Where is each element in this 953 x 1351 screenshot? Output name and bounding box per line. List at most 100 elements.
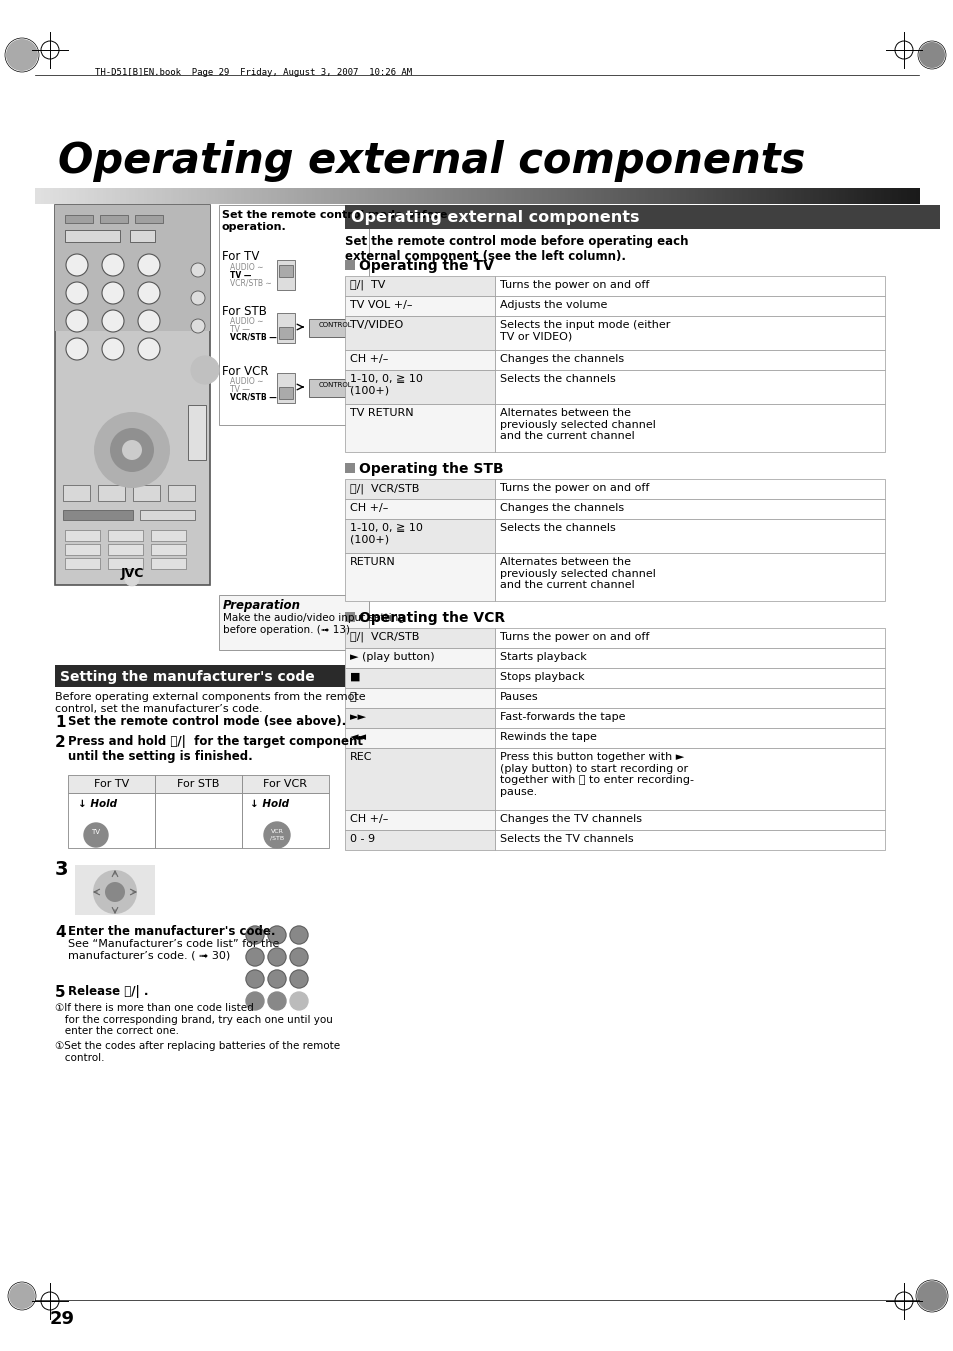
Bar [495,499,884,519]
Bar [803,188,806,204]
Bar [691,188,695,204]
Bar [444,188,448,204]
Bar [385,188,389,204]
Bar [278,327,293,339]
Bar [317,188,321,204]
Circle shape [264,821,290,848]
Circle shape [102,254,124,276]
Bar [258,188,262,204]
Circle shape [125,571,139,586]
Bar [720,188,724,204]
Bar [97,188,100,204]
Bar [158,188,162,204]
Bar [220,188,224,204]
Bar [345,316,495,350]
Bar [777,188,781,204]
Bar [877,188,881,204]
Circle shape [66,338,88,359]
Bar [388,188,392,204]
Bar [495,648,884,667]
Text: 0 - 9: 0 - 9 [350,834,375,844]
Bar [685,188,689,204]
Bar [238,188,241,204]
Bar [265,188,268,204]
Bar [282,188,286,204]
Text: CH +/–: CH +/– [350,354,388,363]
Text: For VCR: For VCR [263,780,307,789]
Bar [798,188,801,204]
Bar [485,188,489,204]
Bar [117,188,121,204]
Bar [395,188,397,204]
Bar [255,188,259,204]
Bar [497,188,500,204]
Bar [233,188,235,204]
Bar [495,404,884,453]
Circle shape [92,870,137,915]
Circle shape [246,992,264,1011]
Bar [154,793,242,848]
Text: See “Manufacturer’s code list” for the
manufacturer’s code. ( ➟ 30): See “Manufacturer’s code list” for the m… [68,939,279,961]
Bar [82,188,86,204]
Bar [550,188,554,204]
Text: AUDIO ∼: AUDIO ∼ [230,317,263,326]
Text: For STB: For STB [177,780,219,789]
Text: Stops playback: Stops playback [499,671,584,682]
Bar [871,188,875,204]
Bar [630,188,633,204]
Text: ⭘/|  TV: ⭘/| TV [350,280,385,290]
Bar [182,188,186,204]
Text: ⭘/|  VCR/STB: ⭘/| VCR/STB [350,484,419,493]
Bar [612,188,616,204]
Bar [61,188,65,204]
Bar [368,188,371,204]
Text: 1-10, 0, ≧ 10
(100+): 1-10, 0, ≧ 10 (100+) [350,523,422,544]
Circle shape [918,42,944,68]
Bar [821,188,824,204]
Text: For TV: For TV [93,780,129,789]
Bar [679,188,683,204]
Bar [154,775,242,793]
Text: VCR/STB —: VCR/STB — [230,332,276,342]
Bar [155,188,159,204]
Bar [320,188,324,204]
Bar [140,509,194,520]
Bar [345,370,495,404]
Bar [447,188,451,204]
Bar [345,205,939,230]
Bar [636,188,639,204]
Bar [627,188,630,204]
Bar [577,188,580,204]
Bar [76,188,80,204]
Bar [98,485,125,501]
Circle shape [9,1283,35,1309]
Bar [52,188,56,204]
Bar [120,188,124,204]
Text: ↓ Hold: ↓ Hold [78,798,117,809]
Bar [536,188,538,204]
Bar [623,188,627,204]
Bar [138,188,141,204]
Bar [200,188,203,204]
Bar [165,188,168,204]
Bar [85,188,89,204]
Bar [197,188,200,204]
Bar [730,188,733,204]
Bar [527,188,530,204]
Text: CH +/–: CH +/– [350,815,388,824]
Text: CONTROL: CONTROL [318,322,352,328]
Bar [495,276,884,296]
Circle shape [105,882,125,902]
Bar [168,485,194,501]
Bar [300,188,303,204]
Bar [55,205,210,331]
Text: Selects the channels: Selects the channels [499,374,615,384]
Bar [278,265,293,277]
Bar [741,188,745,204]
Bar [856,188,860,204]
Text: Selects the channels: Selects the channels [499,523,615,534]
Bar [833,188,836,204]
Bar [753,188,757,204]
Bar [212,188,215,204]
Text: Preparation: Preparation [223,598,301,612]
